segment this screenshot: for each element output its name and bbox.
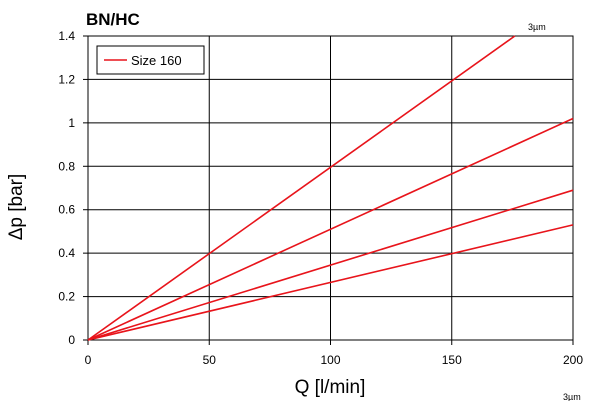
y-tick-label-3: 0.6: [58, 203, 75, 217]
grid: [87, 35, 574, 341]
x-tick-label-0: 0: [85, 353, 92, 367]
x-tick-label-4: 200: [563, 353, 583, 367]
y-tick-label-2: 0.4: [58, 246, 75, 260]
series-line-3: [87, 224, 574, 341]
annotation-3um-top: 3µm: [528, 22, 546, 32]
y-tick-label-4: 0.8: [58, 159, 75, 173]
y-axis-label: Δp [bar]: [6, 174, 27, 241]
x-tick-label-1: 50: [203, 353, 217, 367]
x-tick-label-2: 100: [320, 353, 340, 367]
chart-title: BN/HC: [86, 10, 140, 29]
y-tick-label-0: 0: [68, 333, 75, 347]
axes: [83, 35, 574, 345]
annotation-3um-bottom: 3µm: [563, 392, 581, 401]
y-tick-label-1: 0.2: [58, 290, 75, 304]
series-lines: [87, 35, 574, 341]
series-line-0: [87, 35, 516, 341]
y-tick-label-6: 1.2: [58, 72, 75, 86]
x-axis-label: Q [l/min]: [295, 377, 366, 398]
y-tick-label-5: 1: [68, 116, 75, 130]
legend: Size 160: [96, 45, 205, 75]
y-tick-label-7: 1.4: [58, 29, 75, 43]
legend-label-size-160: Size 160: [131, 53, 182, 68]
x-tick-label-3: 150: [442, 353, 462, 367]
tick-labels: 0 0.2 0.4 0.6 0.8 1 1.2 1.4 0 50 100 150 200: [58, 29, 583, 367]
series-line-2: [87, 189, 574, 341]
series-line-1: [87, 117, 574, 341]
